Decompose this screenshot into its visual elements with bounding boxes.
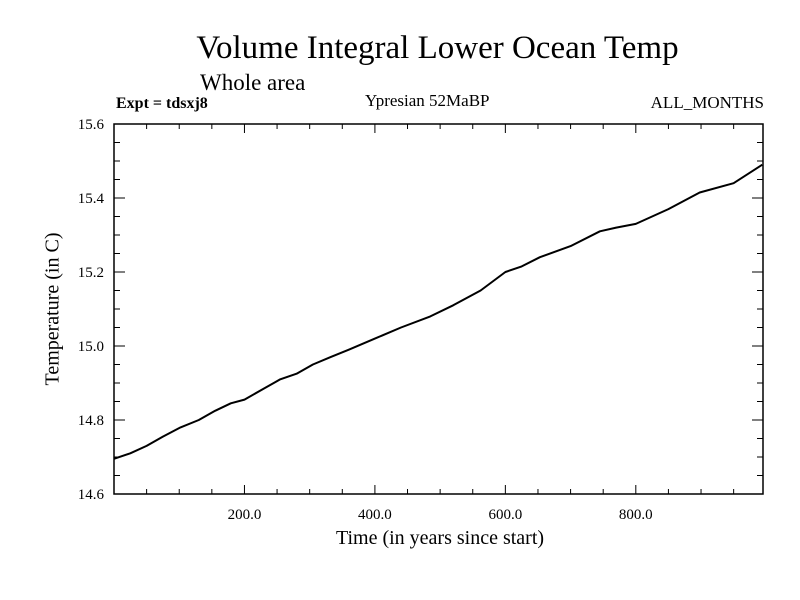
series-group	[113, 163, 763, 460]
x-tick-label: 400.0	[358, 507, 392, 523]
x-tick-label: 800.0	[619, 507, 653, 523]
plot-frame	[113, 123, 764, 495]
period-label: Ypresian 52MaBP	[365, 91, 490, 110]
y-tick-label: 14.6	[78, 487, 105, 503]
y-tick-label: 15.6	[78, 117, 105, 133]
chart-title: Volume Integral Lower Ocean Temp	[196, 30, 679, 66]
tick-labels: 200.0 400.0 600.0 800.0 14.6 14.8 15.0 15.2 15.4…	[78, 117, 653, 523]
x-tick-label: 600.0	[488, 507, 522, 523]
x-tick-label: 200.0	[228, 507, 262, 523]
x-axis-label: Time (in years since start)	[335, 527, 545, 549]
series-line	[113, 163, 763, 460]
y-tick-label: 15.4	[78, 191, 105, 207]
months-label: ALL_MONTHS	[650, 93, 764, 112]
experiment-label: Expt = tdsxj8	[116, 95, 208, 112]
y-tick-label: 15.2	[78, 265, 104, 281]
chart-subtitle: Whole area	[200, 70, 306, 95]
y-tick-label: 14.8	[78, 413, 104, 429]
y-tick-label: 15.0	[78, 339, 104, 355]
axis-ticks	[114, 124, 763, 494]
